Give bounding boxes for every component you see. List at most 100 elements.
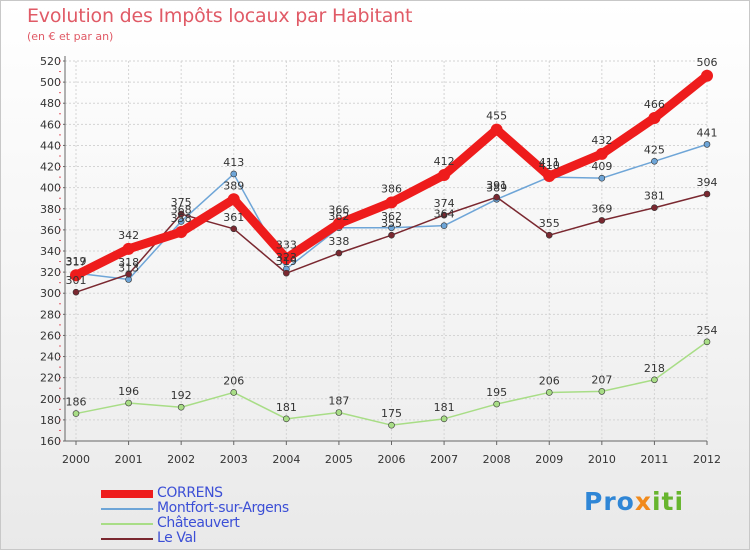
data-point-le-val xyxy=(388,231,395,239)
data-label-ch-teauvert: 186 xyxy=(66,396,87,409)
data-label-le-val: 355 xyxy=(539,217,560,230)
brand-part-1: Pro xyxy=(584,487,635,516)
data-point-correns xyxy=(175,226,188,238)
data-label-correns: 366 xyxy=(328,204,349,217)
data-point-correns xyxy=(385,196,398,209)
data-label-ch-teauvert: 181 xyxy=(276,401,297,414)
x-tick-label: 2008 xyxy=(483,453,511,466)
data-label-le-val: 338 xyxy=(328,235,349,248)
legend-swatch xyxy=(101,508,153,510)
data-point-correns xyxy=(280,252,293,265)
data-label-montfort-sur-argens: 364 xyxy=(434,208,455,221)
x-tick-label: 2004 xyxy=(272,453,300,466)
x-tick-label: 2005 xyxy=(325,453,353,466)
x-tick-label: 2009 xyxy=(535,453,563,466)
y-tick-label: 440 xyxy=(40,139,61,152)
data-label-correns: 389 xyxy=(223,179,244,192)
legend-label: Montfort-sur-Argens xyxy=(157,500,289,516)
data-label-montfort-sur-argens: 410 xyxy=(539,159,560,172)
data-point-ch-teauvert xyxy=(703,338,711,346)
data-point-montfort-sur-argens xyxy=(703,141,711,148)
y-tick-label: 260 xyxy=(40,329,61,342)
data-label-le-val: 355 xyxy=(381,217,402,230)
y-tick-label: 300 xyxy=(40,287,61,300)
data-label-correns: 455 xyxy=(486,110,507,123)
data-label-ch-teauvert: 181 xyxy=(434,401,455,414)
data-label-correns: 432 xyxy=(591,134,612,147)
x-tick-label: 2000 xyxy=(62,453,90,466)
data-point-montfort-sur-argens xyxy=(230,170,238,178)
data-label-ch-teauvert: 187 xyxy=(328,395,349,408)
data-label-montfort-sur-argens: 362 xyxy=(328,210,349,223)
data-label-ch-teauvert: 196 xyxy=(118,385,139,398)
data-label-correns: 317 xyxy=(66,255,87,268)
data-label-montfort-sur-argens: 368 xyxy=(171,203,192,216)
data-label-le-val: 375 xyxy=(171,196,192,209)
y-tick-label: 320 xyxy=(40,266,61,279)
y-tick-label: 480 xyxy=(40,97,61,110)
x-tick-label: 2007 xyxy=(430,453,458,466)
y-tick-label: 500 xyxy=(40,76,61,89)
data-label-le-val: 391 xyxy=(486,179,507,192)
chart-subtitle: (en € et par an) xyxy=(27,30,114,43)
data-label-montfort-sur-argens: 313 xyxy=(118,262,139,275)
brand-part-2: x xyxy=(634,487,652,516)
data-label-le-val: 369 xyxy=(591,202,612,215)
data-label-le-val: 361 xyxy=(223,211,244,224)
legend-label: Le Val xyxy=(157,530,197,546)
data-point-ch-teauvert xyxy=(283,415,290,423)
x-tick-label: 2001 xyxy=(115,453,143,466)
data-point-ch-teauvert xyxy=(72,410,80,417)
data-point-le-val xyxy=(598,217,606,224)
data-point-montfort-sur-argens xyxy=(598,174,606,182)
legend-swatch xyxy=(101,490,153,498)
data-point-correns xyxy=(543,170,556,183)
data-point-ch-teauvert xyxy=(598,388,606,395)
legend-swatch xyxy=(101,538,153,540)
data-point-montfort-sur-argens xyxy=(177,218,185,225)
data-point-correns xyxy=(122,242,135,255)
data-point-correns xyxy=(595,147,608,160)
data-label-correns: 358 xyxy=(171,212,192,225)
data-point-ch-teauvert xyxy=(651,376,658,384)
y-tick-label: 340 xyxy=(40,245,61,258)
data-point-montfort-sur-argens xyxy=(651,157,658,165)
data-point-ch-teauvert xyxy=(388,421,395,429)
data-point-correns xyxy=(227,193,240,206)
data-label-montfort-sur-argens: 413 xyxy=(223,156,244,169)
data-point-le-val xyxy=(177,210,185,218)
data-label-ch-teauvert: 195 xyxy=(486,386,507,399)
data-point-correns xyxy=(701,69,713,82)
data-label-ch-teauvert: 206 xyxy=(223,374,244,387)
data-label-montfort-sur-argens: 441 xyxy=(697,126,718,139)
data-point-montfort-sur-argens xyxy=(388,224,395,232)
data-label-correns: 506 xyxy=(697,56,718,69)
data-point-ch-teauvert xyxy=(335,409,343,416)
data-point-correns xyxy=(332,217,345,230)
y-tick-label: 420 xyxy=(40,161,61,174)
data-point-ch-teauvert xyxy=(493,400,500,408)
x-tick-label: 2010 xyxy=(588,453,616,466)
data-label-correns: 333 xyxy=(276,238,297,251)
data-label-ch-teauvert: 192 xyxy=(171,389,192,402)
data-point-le-val xyxy=(493,193,500,201)
y-tick-label: 220 xyxy=(40,372,61,385)
data-point-correns xyxy=(490,123,503,136)
data-label-ch-teauvert: 175 xyxy=(381,407,402,420)
data-label-montfort-sur-argens: 389 xyxy=(486,181,507,194)
y-tick-label: 180 xyxy=(40,414,61,427)
chart-title: Evolution des Impôts locaux par Habitant xyxy=(27,5,413,27)
data-label-correns: 466 xyxy=(644,98,665,111)
data-label-montfort-sur-argens: 362 xyxy=(381,210,402,223)
brand-part-3: iti xyxy=(651,487,685,516)
data-point-le-val xyxy=(335,249,343,257)
data-point-correns xyxy=(648,112,661,124)
data-label-le-val: 381 xyxy=(644,190,665,203)
data-point-correns xyxy=(438,169,451,181)
data-point-ch-teauvert xyxy=(440,415,448,423)
y-tick-label: 520 xyxy=(40,55,61,68)
y-tick-label: 280 xyxy=(40,308,61,321)
y-tick-label: 240 xyxy=(40,351,61,364)
